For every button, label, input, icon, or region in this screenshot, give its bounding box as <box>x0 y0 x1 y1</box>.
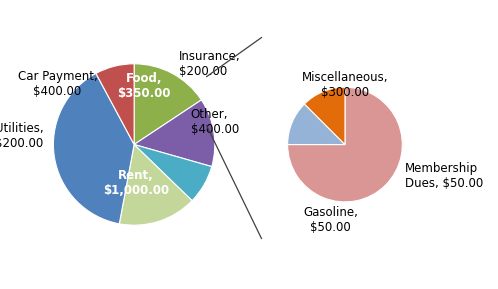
Wedge shape <box>134 100 215 166</box>
Wedge shape <box>288 87 402 202</box>
Text: Car Payment,
$400.00: Car Payment, $400.00 <box>17 70 97 98</box>
Text: Utilities,
$200.00: Utilities, $200.00 <box>0 123 44 151</box>
Text: Rent,
$1,000.00: Rent, $1,000.00 <box>103 169 169 197</box>
Wedge shape <box>134 64 201 144</box>
Text: Insurance,
$200.00: Insurance, $200.00 <box>178 50 240 78</box>
Text: Gasoline,
$50.00: Gasoline, $50.00 <box>303 206 358 234</box>
Text: Food,
$350.00: Food, $350.00 <box>117 72 170 100</box>
Wedge shape <box>304 87 345 144</box>
Wedge shape <box>288 104 345 144</box>
Wedge shape <box>134 144 212 201</box>
Wedge shape <box>120 144 192 225</box>
Wedge shape <box>96 64 134 144</box>
Wedge shape <box>53 73 134 224</box>
Text: Miscellaneous,
$300.00: Miscellaneous, $300.00 <box>302 71 388 99</box>
Text: Other,
$400.00: Other, $400.00 <box>191 108 239 136</box>
Text: Membership
Dues, $50.00: Membership Dues, $50.00 <box>405 162 484 190</box>
